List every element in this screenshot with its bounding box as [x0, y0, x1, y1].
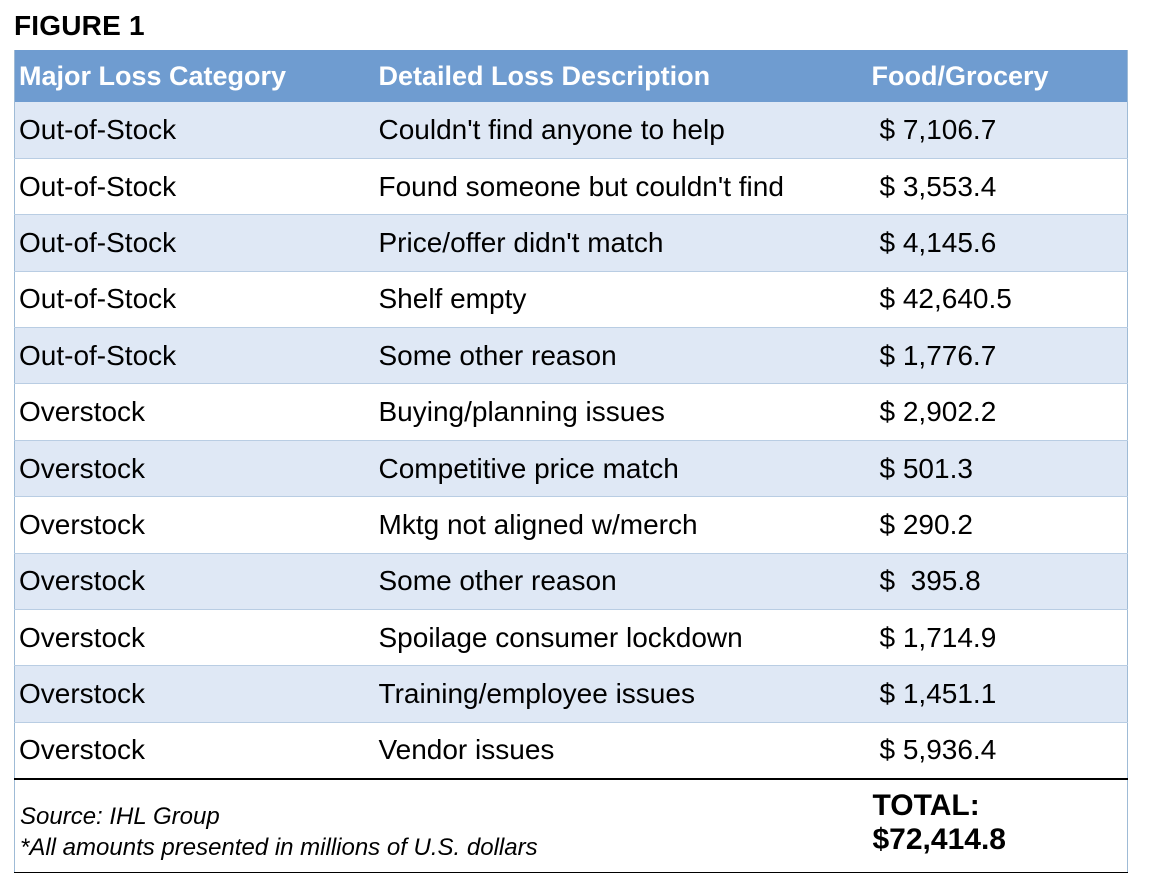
table-body: Out-of-Stock Couldn't find anyone to help… [14, 102, 1128, 874]
cell-loss-category: Overstock [14, 665, 375, 723]
loss-table: Major Loss Category Detailed Loss Descri… [14, 50, 1128, 874]
cell-loss-description: Spoilage consumer lockdown [374, 609, 870, 667]
table-header-row: Major Loss Category Detailed Loss Descri… [14, 50, 1128, 102]
table-row: Overstock Spoilage consumer lockdown $ 1,7… [14, 609, 1128, 667]
cell-loss-description: Some other reason [374, 327, 870, 385]
table-row: Out-of-Stock Some other reason $ 1,776.7 [14, 327, 1128, 385]
cell-loss-description: Buying/planning issues [374, 383, 870, 441]
table-row: Overstock Competitive price match $ 501.3 [14, 440, 1128, 498]
header-major-loss-category: Major Loss Category [19, 60, 287, 91]
total-label: TOTAL: [872, 788, 980, 822]
table-row: Overstock Mktg not aligned w/merch $ 290.2 [14, 496, 1128, 554]
source-note: Source: IHL Group [20, 802, 220, 830]
table-row: Overstock Buying/planning issues $ 2,902.2 [14, 383, 1128, 441]
cell-loss-description: Competitive price match [374, 440, 870, 498]
cell-food-grocery-value: $ 5,936.4 [869, 722, 1128, 780]
cell-food-grocery-value: $ 2,902.2 [869, 383, 1128, 441]
cell-loss-description: Price/offer didn't match [374, 214, 870, 272]
table-row: Out-of-Stock Price/offer didn't match $ 4,… [14, 214, 1128, 272]
amounts-note: *All amounts presented in millions of U.… [20, 833, 538, 861]
header-detailed-loss-description: Detailed Loss Description [378, 60, 711, 91]
cell-loss-description: Found someone but couldn't find [374, 158, 870, 216]
cell-loss-category: Out-of-Stock [14, 158, 375, 216]
cell-loss-category: Overstock [14, 496, 375, 554]
cell-loss-description: Training/employee issues [374, 665, 870, 723]
cell-loss-category: Out-of-Stock [14, 214, 375, 272]
cell-loss-category: Overstock [14, 609, 375, 667]
footer-total-cell: TOTAL: $72,414.8 [869, 777, 1128, 874]
cell-food-grocery-value: $ 7,106.7 [869, 102, 1128, 159]
cell-loss-category: Out-of-Stock [14, 102, 375, 159]
cell-loss-description: Mktg not aligned w/merch [374, 496, 870, 554]
cell-loss-description: Couldn't find anyone to help [374, 102, 870, 159]
total-value: $72,414.8 [872, 822, 1006, 856]
table-row: Out-of-Stock Shelf empty $ 42,640.5 [14, 271, 1128, 329]
cell-food-grocery-value: $ 1,776.7 [869, 327, 1128, 385]
cell-food-grocery-value: $ 290.2 [869, 496, 1128, 554]
table-row: Out-of-Stock Couldn't find anyone to help… [14, 102, 1128, 159]
loss-table-container: Major Loss Category Detailed Loss Descri… [14, 50, 1128, 874]
table-row: Overstock Vendor issues $ 5,936.4 [14, 722, 1128, 780]
cell-food-grocery-value: $ 1,451.1 [869, 665, 1128, 723]
table-footer-row: Source: IHL Group *All amounts presented… [14, 777, 1128, 874]
cell-loss-description: Shelf empty [374, 271, 870, 329]
cell-food-grocery-value: $ 3,553.4 [869, 158, 1128, 216]
cell-food-grocery-value: $ 1,714.9 [869, 609, 1128, 667]
cell-loss-description: Vendor issues [374, 722, 870, 780]
header-food-grocery: Food/Grocery [871, 60, 1049, 91]
figure-label: FIGURE 1 [14, 10, 145, 41]
cell-loss-category: Overstock [14, 440, 375, 498]
cell-food-grocery-value: $ 42,640.5 [869, 271, 1128, 329]
cell-food-grocery-value: $ 501.3 [869, 440, 1128, 498]
cell-food-grocery-value: $ 395.8 [869, 553, 1128, 611]
table-row: Overstock Training/employee issues $ 1,451… [14, 665, 1128, 723]
cell-loss-category: Overstock [14, 553, 375, 611]
table-row: Overstock Some other reason $ 395.8 [14, 553, 1128, 611]
cell-loss-category: Overstock [14, 722, 375, 780]
footer-notes-cell: Source: IHL Group *All amounts presented… [14, 777, 870, 874]
cell-loss-category: Out-of-Stock [14, 327, 375, 385]
cell-loss-category: Overstock [14, 383, 375, 441]
cell-food-grocery-value: $ 4,145.6 [869, 214, 1128, 272]
cell-loss-category: Out-of-Stock [14, 271, 375, 329]
cell-loss-description: Some other reason [374, 553, 870, 611]
table-row: Out-of-Stock Found someone but couldn't f… [14, 158, 1128, 216]
